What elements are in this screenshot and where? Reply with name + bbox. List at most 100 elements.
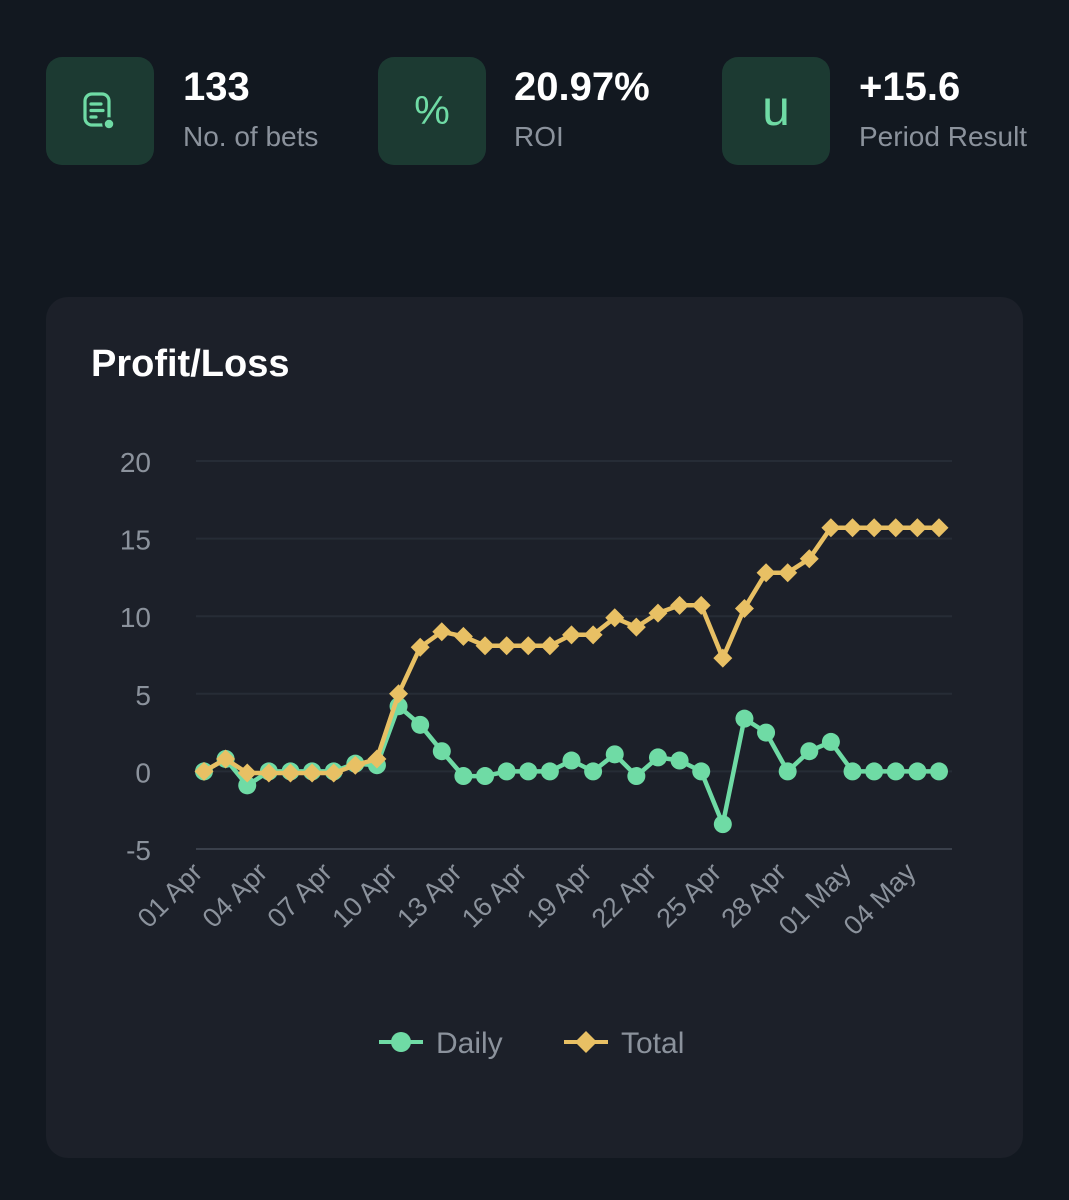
legend-total: Total xyxy=(564,1027,684,1060)
percent-glyph: % xyxy=(414,89,450,133)
point-total xyxy=(410,637,430,657)
x-tick-label: 10 Apr xyxy=(326,857,402,933)
point-total xyxy=(907,518,927,538)
point-daily xyxy=(930,762,948,781)
point-daily xyxy=(735,709,754,728)
x-tick-label: 25 Apr xyxy=(651,857,727,933)
point-daily xyxy=(821,732,840,751)
point-daily xyxy=(605,745,624,764)
point-total xyxy=(518,636,538,656)
stat-roi: % 20.97% ROI xyxy=(378,57,698,165)
x-tick-label: 01 May xyxy=(773,857,857,941)
x-tick-label: 04 May xyxy=(838,857,922,941)
betslip-icon xyxy=(46,57,154,165)
point-total xyxy=(605,608,625,628)
roi-value: 20.97% xyxy=(514,65,650,109)
x-tick-label: 19 Apr xyxy=(521,857,597,933)
point-total xyxy=(583,625,603,645)
point-daily xyxy=(778,762,797,781)
point-daily xyxy=(908,762,927,781)
x-tick-label: 04 Apr xyxy=(197,857,273,933)
profit-loss-card: Profit/Loss 20 15 10 5 0 -5 01 Apr 04 Apr 07 Ap… xyxy=(46,297,1023,1158)
x-tick-label: 01 Apr xyxy=(132,857,208,933)
x-tick-label: 16 Apr xyxy=(456,857,532,933)
x-tick-label: 22 Apr xyxy=(586,857,662,933)
point-daily xyxy=(627,767,646,786)
point-total xyxy=(713,648,733,668)
point-total xyxy=(280,763,300,783)
point-daily xyxy=(843,762,862,781)
point-daily xyxy=(800,742,819,761)
units-icon: u xyxy=(722,57,830,165)
series-total xyxy=(194,518,949,783)
percent-icon: % xyxy=(378,57,486,165)
legend-marker-total xyxy=(575,1031,597,1053)
stat-bets: 133 No. of bets xyxy=(46,57,346,165)
point-total xyxy=(367,749,387,769)
bets-count: 133 xyxy=(183,65,250,109)
point-total xyxy=(756,563,776,583)
point-total xyxy=(324,763,344,783)
x-tick-label: 13 Apr xyxy=(391,857,467,933)
point-total xyxy=(799,549,819,569)
point-total xyxy=(497,636,517,656)
point-total xyxy=(691,595,711,615)
y-tick-label: 15 xyxy=(120,525,151,556)
point-daily xyxy=(411,715,430,734)
legend-label-total: Total xyxy=(621,1027,684,1060)
point-total xyxy=(216,749,236,769)
series-daily xyxy=(195,697,948,834)
point-daily xyxy=(476,767,495,786)
point-daily xyxy=(886,762,905,781)
point-daily xyxy=(454,767,473,786)
point-total xyxy=(345,755,365,775)
y-tick-label: 20 xyxy=(120,447,151,478)
point-total xyxy=(778,563,798,583)
point-daily xyxy=(540,762,559,781)
legend-label-daily: Daily xyxy=(436,1027,503,1060)
point-total xyxy=(389,684,409,704)
point-total xyxy=(821,518,841,538)
y-tick-label: -5 xyxy=(126,835,151,866)
point-daily xyxy=(584,762,603,781)
point-total xyxy=(929,518,949,538)
point-total xyxy=(194,761,214,781)
point-daily xyxy=(432,742,451,761)
y-tick-label: 0 xyxy=(135,757,151,788)
point-total xyxy=(475,636,495,656)
point-daily xyxy=(519,762,538,781)
point-total xyxy=(259,763,279,783)
point-daily xyxy=(562,751,581,770)
point-total xyxy=(626,617,646,637)
point-total xyxy=(540,636,560,656)
y-tick-label: 5 xyxy=(135,680,151,711)
point-daily xyxy=(238,776,257,795)
point-daily xyxy=(757,723,776,742)
point-total xyxy=(843,518,863,538)
units-glyph: u xyxy=(762,80,790,136)
y-tick-label: 10 xyxy=(120,602,151,633)
legend-marker-daily xyxy=(391,1032,411,1052)
point-total xyxy=(864,518,884,538)
bets-label: No. of bets xyxy=(183,121,319,152)
chart-title: Profit/Loss xyxy=(91,343,290,385)
legend-daily: Daily xyxy=(379,1027,503,1060)
roi-label: ROI xyxy=(514,121,564,152)
period-result-label: Period Result xyxy=(859,121,1028,152)
point-daily xyxy=(497,762,516,781)
point-total xyxy=(453,626,473,646)
point-total xyxy=(670,595,690,615)
period-result-value: +15.6 xyxy=(859,65,961,109)
point-daily xyxy=(713,815,732,834)
point-total xyxy=(302,763,322,783)
point-daily xyxy=(692,762,711,781)
point-total xyxy=(734,598,754,618)
point-total xyxy=(648,603,668,623)
stat-period-result: u +15.6 Period Result xyxy=(722,57,1062,165)
point-total xyxy=(432,622,452,642)
point-total xyxy=(237,763,257,783)
point-total xyxy=(562,625,581,645)
point-daily xyxy=(670,751,689,770)
point-daily xyxy=(648,748,667,767)
